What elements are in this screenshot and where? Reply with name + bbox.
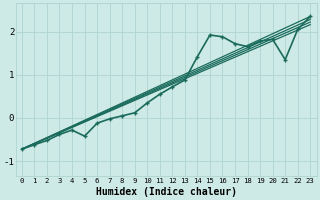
X-axis label: Humidex (Indice chaleur): Humidex (Indice chaleur)	[96, 186, 236, 197]
